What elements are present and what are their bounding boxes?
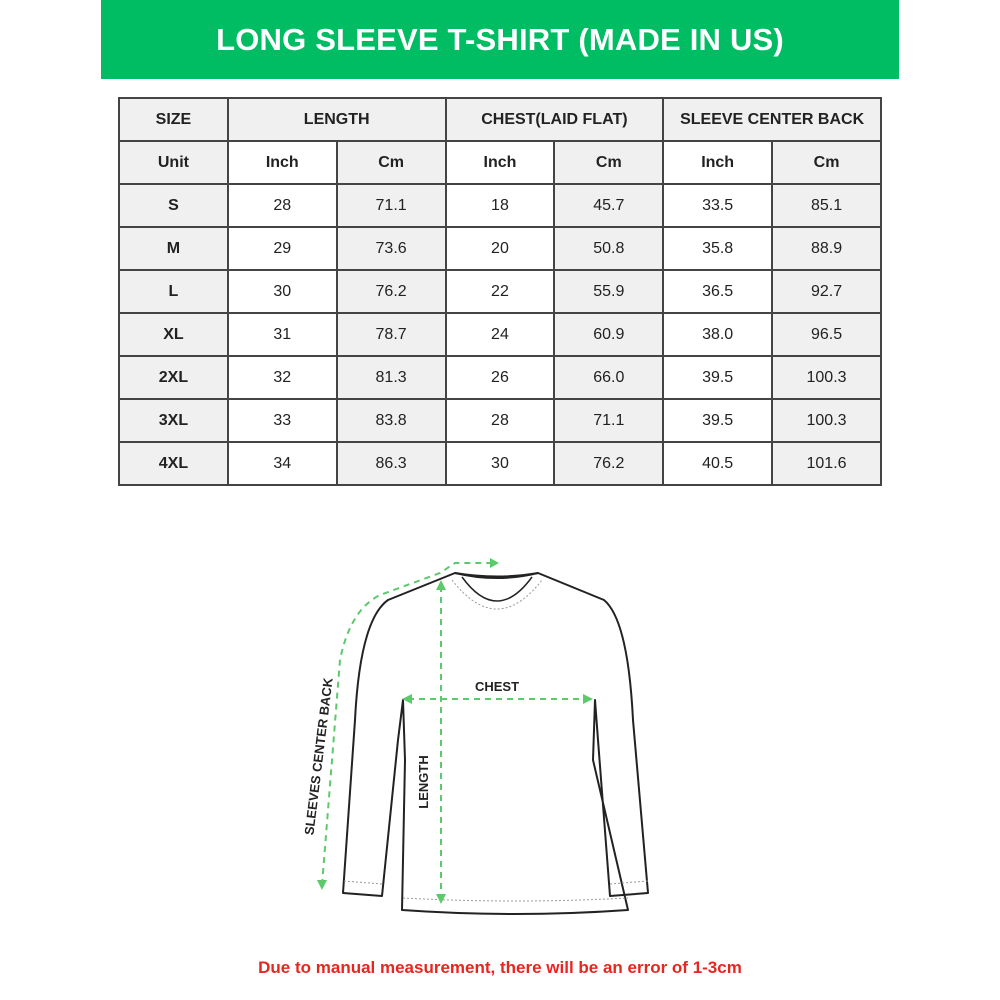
length-label: LENGTH [416, 755, 431, 808]
value-cell: 32 [226, 355, 338, 400]
value-cell: 88.9 [771, 226, 882, 271]
value-cell: 92.7 [771, 269, 882, 314]
value-cell: 28 [226, 183, 338, 228]
value-cell: 76.2 [335, 269, 447, 314]
value-cell: 100.3 [771, 398, 882, 443]
size-table: SIZE LENGTH CHEST(LAID FLAT) SLEEVE CENT… [118, 97, 882, 486]
size-cell: L [118, 269, 229, 314]
size-cell: XL [118, 312, 229, 357]
unit-cell: Inch [662, 140, 774, 185]
title-banner: LONG SLEEVE T-SHIRT (MADE IN US) [101, 0, 899, 79]
value-cell: 36.5 [662, 269, 774, 314]
size-cell: 4XL [118, 441, 229, 486]
value-cell: 30 [226, 269, 338, 314]
sleeve-arrow-line [321, 562, 495, 886]
value-cell: 39.5 [662, 398, 774, 443]
seam-stitches [343, 579, 649, 902]
table-row: 4XL 34 86.3 30 76.2 40.5 101.6 [118, 441, 882, 486]
value-cell: 20 [444, 226, 556, 271]
value-cell: 35.8 [662, 226, 774, 271]
value-cell: 31 [226, 312, 338, 357]
value-cell: 29 [226, 226, 338, 271]
unit-cell: Cm [335, 140, 447, 185]
measurement-note: Due to manual measurement, there will be… [258, 958, 742, 977]
value-cell: 66.0 [553, 355, 665, 400]
chest-label: CHEST [475, 679, 519, 694]
value-cell: 39.5 [662, 355, 774, 400]
value-cell: 96.5 [771, 312, 882, 357]
unit-cell: Inch [444, 140, 556, 185]
size-cell: M [118, 226, 229, 271]
arrow-heads [317, 558, 593, 904]
unit-cell: Cm [553, 140, 665, 185]
value-cell: 101.6 [771, 441, 882, 486]
table-row: M 29 73.6 20 50.8 35.8 88.9 [118, 226, 882, 271]
table-row: 2XL 32 81.3 26 66.0 39.5 100.3 [118, 355, 882, 400]
value-cell: 40.5 [662, 441, 774, 486]
unit-cell: Unit [118, 140, 229, 185]
value-cell: 71.1 [335, 183, 447, 228]
shirt-outline [342, 572, 649, 915]
value-cell: 34 [226, 441, 338, 486]
size-cell: S [118, 183, 229, 228]
value-cell: 100.3 [771, 355, 882, 400]
header-row: SIZE LENGTH CHEST(LAID FLAT) SLEEVE CENT… [118, 97, 882, 142]
value-cell: 38.0 [662, 312, 774, 357]
value-cell: 30 [444, 441, 556, 486]
sleeve-label: SLEEVES CENTER BACK [301, 676, 335, 835]
unit-row: Unit Inch Cm Inch Cm Inch Cm [118, 140, 882, 185]
value-cell: 26 [444, 355, 556, 400]
page-title: LONG SLEEVE T-SHIRT (MADE IN US) [216, 21, 784, 57]
value-cell: 73.6 [335, 226, 447, 271]
value-cell: 76.2 [553, 441, 665, 486]
table-row: L 30 76.2 22 55.9 36.5 92.7 [118, 269, 882, 314]
value-cell: 28 [444, 398, 556, 443]
value-cell: 83.8 [335, 398, 447, 443]
value-cell: 60.9 [553, 312, 665, 357]
measure-arrows [321, 562, 587, 898]
value-cell: 71.1 [553, 398, 665, 443]
header-sleeve: SLEEVE CENTER BACK [662, 97, 882, 142]
value-cell: 50.8 [553, 226, 665, 271]
value-cell: 33 [226, 398, 338, 443]
size-cell: 3XL [118, 398, 229, 443]
header-length: LENGTH [226, 97, 447, 142]
value-cell: 85.1 [771, 183, 882, 228]
unit-cell: Inch [226, 140, 338, 185]
value-cell: 24 [444, 312, 556, 357]
table-row: S 28 71.1 18 45.7 33.5 85.1 [118, 183, 882, 228]
table-row: 3XL 33 83.8 28 71.1 39.5 100.3 [118, 398, 882, 443]
value-cell: 18 [444, 183, 556, 228]
header-size: SIZE [118, 97, 229, 142]
value-cell: 86.3 [335, 441, 447, 486]
value-cell: 81.3 [335, 355, 447, 400]
unit-cell: Cm [771, 140, 882, 185]
value-cell: 22 [444, 269, 556, 314]
value-cell: 33.5 [662, 183, 774, 228]
value-cell: 45.7 [553, 183, 665, 228]
value-cell: 78.7 [335, 312, 447, 357]
size-cell: 2XL [118, 355, 229, 400]
value-cell: 55.9 [553, 269, 665, 314]
header-chest: CHEST(LAID FLAT) [444, 97, 665, 142]
table-row: XL 31 78.7 24 60.9 38.0 96.5 [118, 312, 882, 357]
